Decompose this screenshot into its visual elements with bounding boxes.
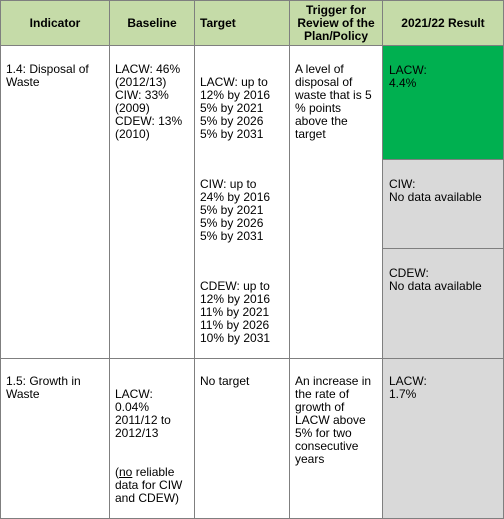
target-cell: No target (194, 358, 290, 519)
target-ciw: CIW: up to 24% by 2016 5% by 2021 5% by … (200, 177, 271, 243)
indicator-cell: 1.4: Disposal of Waste (0, 45, 110, 359)
indicator-cell: 1.5: Growth in Waste (0, 358, 110, 519)
result-cell-cdew: CDEW: No data available (382, 248, 504, 359)
header-indicator: Indicator (0, 0, 110, 46)
baseline-text: LACW: 46% (2012/13) CIW: 33% (2009) CDEW… (115, 62, 183, 141)
trigger-cell: An increase in the rate of growth of LAC… (289, 358, 383, 519)
indicator-text: 1.5: Growth in Waste (6, 374, 81, 401)
baseline-note: (no reliable data for CIW and CDEW) (115, 466, 189, 505)
result-lacw-text: LACW: 4.4% (389, 63, 427, 90)
baseline-cell: LACW: 46% (2012/13) CIW: 33% (2009) CDEW… (109, 45, 195, 359)
trigger-text: An increase in the rate of growth of LAC… (295, 374, 372, 466)
trigger-cell: A level of disposal of waste that is 5 %… (289, 45, 383, 359)
result-ciw-text: CIW: No data available (389, 176, 482, 204)
table-row: CIW: No data available (1, 158, 504, 250)
header-baseline: Baseline (109, 0, 195, 46)
baseline-note-rest: reliable data for CIW and CDEW) (115, 465, 183, 505)
target-cdew: CDEW: up to 12% by 2016 11% by 2021 11% … (200, 279, 271, 345)
header-row: Indicator Baseline Target Trigger for Re… (0, 0, 504, 46)
target-cell: LACW: up to 12% by 2016 5% by 2021 5% by… (194, 45, 290, 359)
result-cell-ciw: CIW: No data available (382, 158, 504, 250)
header-target: Target (194, 0, 290, 46)
result-cell: LACW: 1.7% (382, 358, 504, 519)
result-text: LACW: 1.7% (389, 374, 427, 401)
baseline-note-underline: no (119, 465, 133, 479)
target-lacw: LACW: up to 12% by 2016 5% by 2021 5% by… (200, 75, 271, 141)
trigger-text: A level of disposal of waste that is 5 %… (295, 62, 372, 141)
header-trigger: Trigger for Review of the Plan/Policy (289, 0, 383, 46)
table-row: CDEW: No data available (1, 248, 504, 359)
table-row: 1.4: Disposal of Waste LACW: 46% (2012/1… (0, 45, 504, 359)
baseline-cell: LACW: 0.04% 2011/12 to 2012/13 (no relia… (109, 358, 195, 519)
header-result: 2021/22 Result (382, 0, 504, 46)
indicator-text: 1.4: Disposal of Waste (6, 62, 89, 89)
table-row: 1.5: Growth in Waste LACW: 0.04% 2011/12… (0, 358, 504, 519)
baseline-text: LACW: 0.04% 2011/12 to 2012/13 (115, 387, 171, 440)
result-cdew-text: CDEW: No data available (389, 266, 482, 294)
baseline-note-prefix: ( (115, 465, 119, 479)
target-text: No target (200, 374, 250, 388)
result-cell-lacw: LACW: 4.4% (382, 45, 504, 160)
